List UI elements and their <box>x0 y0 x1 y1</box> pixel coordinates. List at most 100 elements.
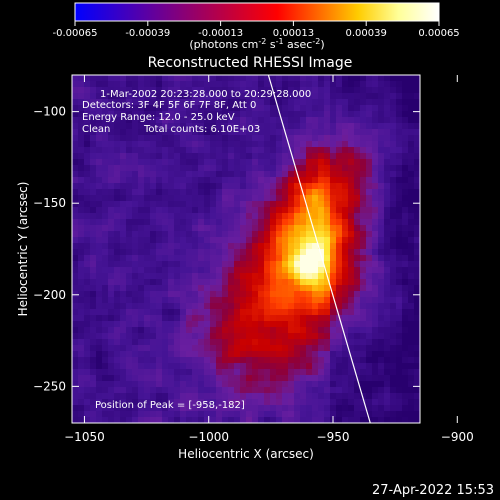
heatmap-cell <box>342 177 349 184</box>
heatmap-cell <box>360 333 367 340</box>
heatmap-cell <box>324 285 331 292</box>
heatmap-cell <box>180 201 187 208</box>
heatmap-cell <box>402 117 409 124</box>
heatmap-cell <box>216 141 223 148</box>
heatmap-cell <box>192 231 199 238</box>
heatmap-cell <box>354 333 361 340</box>
heatmap-cell <box>180 309 187 316</box>
heatmap-cell <box>186 339 193 346</box>
heatmap-cell <box>330 165 337 172</box>
heatmap-cell <box>348 165 355 172</box>
heatmap-cell <box>294 351 301 358</box>
heatmap-cell <box>156 165 163 172</box>
heatmap-cell <box>204 273 211 280</box>
heatmap-cell <box>144 339 151 346</box>
heatmap-cell <box>114 81 121 88</box>
heatmap-cell <box>174 333 181 340</box>
heatmap-cell <box>114 273 121 280</box>
heatmap-cell <box>282 417 289 423</box>
heatmap-cell <box>156 249 163 256</box>
heatmap-cell <box>318 333 325 340</box>
heatmap-cell <box>174 171 181 178</box>
heatmap-cell <box>114 267 121 274</box>
heatmap-cell <box>204 177 211 184</box>
heatmap-cell <box>240 333 247 340</box>
heatmap-cell <box>360 117 367 124</box>
heatmap-cell <box>234 315 241 322</box>
heatmap-cell <box>294 357 301 364</box>
heatmap-cell <box>336 87 343 94</box>
heatmap-cell <box>186 351 193 358</box>
heatmap-cell <box>108 309 115 316</box>
heatmap-cell <box>150 417 157 423</box>
heatmap-cell <box>372 357 379 364</box>
heatmap-cell <box>306 243 313 250</box>
heatmap-cell <box>198 177 205 184</box>
heatmap-cell <box>72 321 79 328</box>
heatmap-cell <box>192 213 199 220</box>
heatmap-cell <box>402 303 409 310</box>
heatmap-cell <box>336 345 343 352</box>
heatmap-cell <box>162 363 169 370</box>
heatmap-cell <box>372 309 379 316</box>
heatmap-cell <box>198 171 205 178</box>
heatmap-cell <box>318 123 325 130</box>
heatmap-cell <box>306 363 313 370</box>
heatmap-cell <box>150 273 157 280</box>
heatmap-cell <box>210 393 217 400</box>
heatmap-cell <box>372 381 379 388</box>
heatmap-cell <box>114 147 121 154</box>
heatmap-cell <box>240 141 247 148</box>
heatmap-cell <box>270 171 277 178</box>
heatmap-cell <box>90 315 97 322</box>
heatmap-cell <box>372 405 379 412</box>
heatmap-cell <box>186 135 193 142</box>
heatmap-cell <box>288 237 295 244</box>
heatmap-cell <box>96 201 103 208</box>
heatmap-cell <box>414 339 420 346</box>
heatmap-cell <box>294 189 301 196</box>
heatmap-cell <box>222 195 229 202</box>
heatmap-cell <box>288 99 295 106</box>
heatmap-cell <box>270 321 277 328</box>
heatmap-cell <box>84 333 91 340</box>
heatmap-cell <box>408 117 415 124</box>
heatmap-cell <box>354 417 361 423</box>
heatmap-cell <box>162 399 169 406</box>
heatmap-cell <box>198 243 205 250</box>
heatmap-cell <box>228 339 235 346</box>
heatmap-cell <box>306 357 313 364</box>
heatmap-cell <box>384 351 391 358</box>
heatmap-cell <box>360 327 367 334</box>
heatmap-cell <box>180 297 187 304</box>
heatmap-cell <box>288 267 295 274</box>
heatmap-cell <box>294 243 301 250</box>
heatmap-cell <box>312 357 319 364</box>
heatmap-cell <box>168 87 175 94</box>
heatmap-cell <box>126 339 133 346</box>
heatmap-cell <box>108 363 115 370</box>
heatmap-cell <box>150 309 157 316</box>
heatmap-cell <box>96 135 103 142</box>
heatmap-cell <box>408 309 415 316</box>
heatmap-cell <box>342 417 349 423</box>
heatmap-cell <box>264 363 271 370</box>
heatmap-cell <box>114 309 121 316</box>
heatmap-cell <box>132 207 139 214</box>
heatmap-cell <box>108 315 115 322</box>
heatmap-cell <box>294 399 301 406</box>
heatmap-cell <box>318 231 325 238</box>
heatmap-cell <box>198 405 205 412</box>
heatmap-cell <box>270 165 277 172</box>
heatmap-cell <box>396 279 403 286</box>
heatmap-cell <box>288 351 295 358</box>
heatmap-cell <box>138 141 145 148</box>
heatmap-cell <box>174 327 181 334</box>
heatmap-cell <box>390 87 397 94</box>
heatmap-cell <box>210 315 217 322</box>
heatmap-cell <box>102 81 109 88</box>
heatmap-cell <box>282 105 289 112</box>
heatmap-cell <box>90 225 97 232</box>
heatmap-cell <box>246 321 253 328</box>
heatmap-cell <box>108 375 115 382</box>
